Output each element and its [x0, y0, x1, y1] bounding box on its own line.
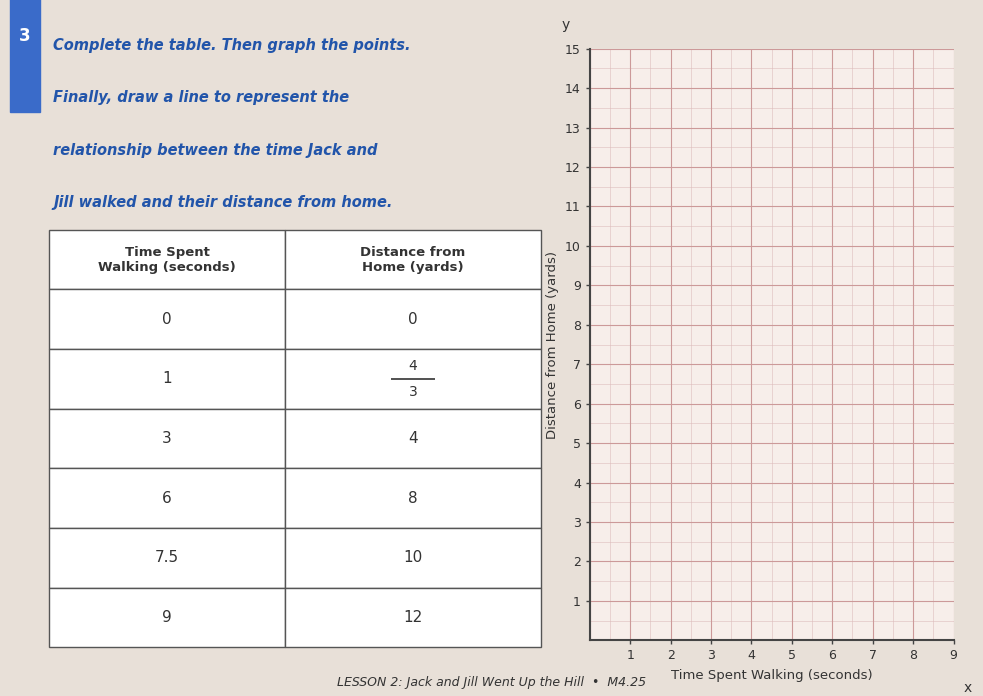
Text: 3: 3: [19, 27, 30, 45]
Bar: [49, 468, 285, 528]
Text: 9: 9: [162, 610, 172, 625]
Text: 0: 0: [408, 312, 418, 326]
Text: 4: 4: [408, 431, 418, 446]
Bar: [285, 230, 541, 290]
Y-axis label: Distance from Home (yards): Distance from Home (yards): [547, 251, 559, 438]
Text: y: y: [561, 18, 570, 32]
Bar: [49, 349, 285, 409]
Text: relationship between the time Jack and: relationship between the time Jack and: [53, 143, 377, 157]
Text: 8: 8: [408, 491, 418, 505]
Text: Time Spent
Walking (seconds): Time Spent Walking (seconds): [98, 246, 236, 274]
Text: x: x: [963, 681, 972, 695]
Bar: [49, 409, 285, 468]
Bar: [285, 587, 541, 647]
Text: 1: 1: [162, 372, 172, 386]
Text: 12: 12: [403, 610, 423, 625]
Bar: [285, 290, 541, 349]
Text: LESSON 2: Jack and Jill Went Up the Hill  •  M4.25: LESSON 2: Jack and Jill Went Up the Hill…: [337, 676, 646, 689]
Bar: [49, 528, 285, 587]
Text: 6: 6: [162, 491, 172, 505]
Bar: [285, 468, 541, 528]
Text: Distance from
Home (yards): Distance from Home (yards): [360, 246, 466, 274]
Text: 3: 3: [162, 431, 172, 446]
Bar: [285, 349, 541, 409]
Text: 10: 10: [403, 551, 423, 565]
Text: 0: 0: [162, 312, 172, 326]
Bar: [49, 230, 285, 290]
Text: Jill walked and their distance from home.: Jill walked and their distance from home…: [53, 195, 392, 210]
Text: 3: 3: [409, 385, 417, 399]
FancyBboxPatch shape: [10, 0, 39, 111]
Text: 4: 4: [409, 358, 417, 372]
Text: Complete the table. Then graph the points.: Complete the table. Then graph the point…: [53, 38, 411, 53]
Bar: [49, 290, 285, 349]
Bar: [285, 528, 541, 587]
X-axis label: Time Spent Walking (seconds): Time Spent Walking (seconds): [670, 670, 873, 682]
Text: 7.5: 7.5: [155, 551, 179, 565]
Text: Finally, draw a line to represent the: Finally, draw a line to represent the: [53, 90, 349, 105]
Bar: [49, 587, 285, 647]
Bar: [285, 409, 541, 468]
